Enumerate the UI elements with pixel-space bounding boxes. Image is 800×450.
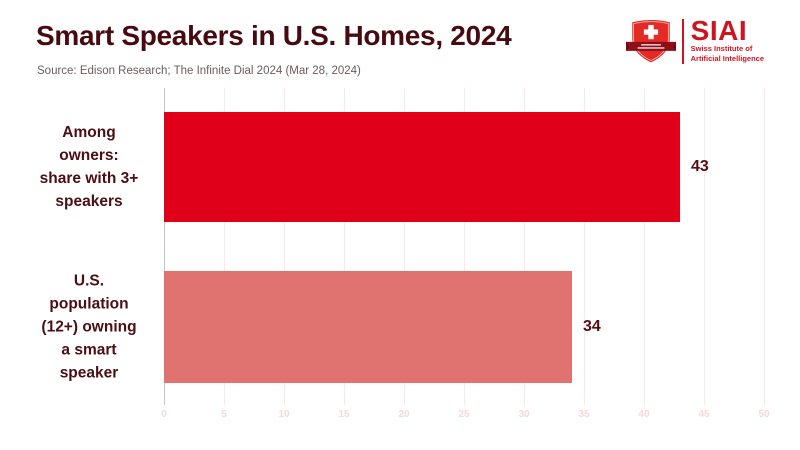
bar [164, 112, 680, 222]
value-label: 43 [691, 158, 709, 175]
tick-label: 15 [338, 409, 350, 420]
logo-text: SIAI Swiss Institute of Artificial Intel… [690, 15, 764, 64]
gridline [404, 88, 405, 405]
source-note: Source: Edison Research; The Infinite Di… [37, 65, 361, 77]
tick-label: 5 [221, 409, 227, 420]
tick-label: 50 [758, 409, 770, 420]
bar [164, 271, 572, 383]
gridline [764, 88, 765, 405]
tick-label: 0 [161, 409, 167, 420]
value-label: 34 [583, 318, 601, 335]
page-title: Smart Speakers in U.S. Homes, 2024 [36, 20, 512, 51]
gridline [704, 88, 705, 405]
siai-logo: SIAI Swiss Institute of Artificial Intel… [625, 15, 764, 66]
swiss-shield-icon [625, 16, 676, 66]
tick-label: 10 [278, 409, 290, 420]
gridline [344, 88, 345, 405]
tick-label: 25 [458, 409, 470, 420]
gridline [584, 88, 585, 405]
logo-subtitle: Swiss Institute of Artificial Intelligen… [690, 44, 764, 63]
logo-acronym: SIAI [690, 15, 748, 47]
tick-label: 45 [698, 409, 710, 420]
tick-label: 35 [578, 409, 590, 420]
gridline [284, 88, 285, 405]
tick-label: 40 [638, 409, 650, 420]
gridline [224, 88, 225, 405]
logo-divider [681, 18, 684, 64]
gridline [464, 88, 465, 405]
tick-label: 30 [518, 409, 530, 420]
tick-label: 20 [398, 409, 410, 420]
category-label: U.S. population (12+) owning a smart spe… [41, 272, 137, 382]
bar-chart: 0 5 10 15 20 25 30 35 40 45 50 Among owners: share … [0, 88, 800, 450]
axis-line [164, 88, 165, 405]
category-label: Among owners: share with 3+ speakers [39, 124, 139, 210]
gridline [524, 88, 525, 405]
gridline [644, 88, 645, 405]
